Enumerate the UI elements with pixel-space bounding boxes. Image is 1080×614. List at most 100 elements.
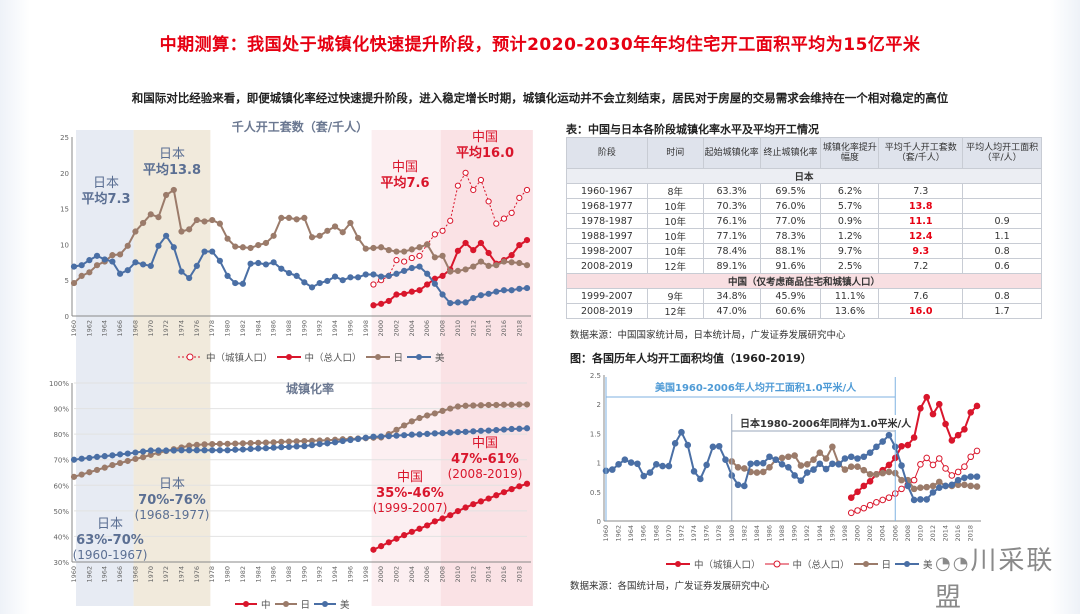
y-tick-label: 25: [60, 134, 69, 142]
data-point-3-1994: [331, 273, 339, 280]
data-point-1-2001: [860, 504, 868, 512]
data-point-3-2002: [393, 270, 400, 277]
data-point-3-1992: [803, 469, 811, 476]
data-point-3-1993: [810, 466, 817, 473]
data-point-3-1997: [835, 461, 842, 468]
data-point-2-1979: [216, 447, 223, 454]
data-point-0-2006: [424, 522, 431, 529]
x-tick-label: 2006: [423, 566, 431, 583]
data-point-2-1988: [285, 214, 293, 222]
data-point-1-2016: [954, 468, 962, 476]
data-point-2-2000: [378, 433, 385, 440]
x-tick-label: 2016: [500, 566, 508, 583]
x-tick-label: 1974: [690, 525, 698, 542]
x-tick-label: 1964: [627, 525, 635, 542]
x-tick-label: 2010: [454, 566, 462, 583]
chart3-source: 数据来源：各国统计局，广发证券发展研究中心: [570, 581, 770, 592]
data-point-2-2004: [879, 469, 886, 477]
data-point-3-1990: [301, 279, 308, 286]
data-point-0-2007: [898, 442, 905, 450]
x-tick-label: 1976: [703, 525, 711, 542]
data-point-3-1996: [347, 274, 354, 281]
table-row: 2008-2019 12年 89.1% 91.6% 2.5% 7.2 0.6: [566, 258, 1042, 274]
data-point-2-2005: [885, 468, 893, 476]
table-cell: 0.8: [962, 243, 1042, 259]
data-point-2-1980: [224, 235, 231, 242]
data-point-2-1996: [829, 443, 836, 451]
data-point-2-2019: [523, 262, 531, 269]
data-point-1-2003: [401, 290, 408, 297]
data-point-1-2013: [935, 455, 943, 462]
data-point-2-2017: [508, 259, 515, 266]
data-point-3-2002: [866, 449, 874, 456]
data-point-0-2018: [516, 194, 523, 201]
data-point-2-2014: [485, 262, 492, 269]
data-point-1-1969: [140, 454, 147, 461]
data-point-0-2008: [439, 515, 446, 522]
table-cell: 1988-1997: [566, 228, 648, 244]
data-point-0-2015: [493, 492, 500, 499]
x-tick-label: 1982: [740, 525, 748, 542]
table-body: 日本 1960-1967 8年 63.3% 69.5% 6.2% 7.3 1968-1977 1…: [566, 168, 1042, 319]
data-point-2-1972: [163, 191, 170, 199]
table-row: 2008-2019 12年 47.0% 60.6% 13.6% 16.0 1.7: [566, 303, 1042, 319]
data-point-2-1976: [193, 447, 200, 454]
data-point-2-2000: [854, 463, 861, 470]
y-tick-label: 20: [60, 170, 69, 178]
x-tick-label: 2004: [879, 525, 887, 542]
x-tick-label: 1990: [300, 320, 308, 337]
x-tick-label: 1994: [816, 525, 824, 542]
x-tick-label: 1960: [70, 566, 78, 583]
data-point-0-2009: [447, 217, 454, 224]
data-point-1-1983: [247, 439, 254, 447]
table-cell: 7.2: [878, 258, 964, 274]
data-point-3-1963: [93, 252, 101, 259]
data-point-2-1974: [178, 447, 185, 454]
table-cell: 8年: [646, 183, 704, 199]
data-point-2-2009: [447, 268, 454, 275]
table-cell: 5.7%: [820, 198, 880, 214]
x-tick-label: 2000: [854, 525, 862, 542]
y-tick-label: 70%: [53, 457, 69, 465]
data-point-3-1985: [262, 261, 270, 268]
x-tick-label: 1964: [101, 320, 109, 337]
table-header-cell: 城镇化率提升幅度: [820, 137, 880, 169]
data-point-2-1985: [262, 239, 270, 247]
chart2-annotation-cn1: 中国 35%-46% (1999-2007): [372, 470, 448, 516]
data-point-1-2018: [516, 242, 523, 249]
data-point-3-1991: [308, 284, 316, 291]
x-tick-label: 2012: [469, 320, 477, 337]
table-cell: 1999-2007: [566, 288, 648, 304]
data-point-2-2013: [477, 258, 485, 265]
data-point-0-2005: [416, 252, 423, 259]
data-point-3-1982: [741, 482, 748, 490]
data-point-1-2013: [477, 239, 485, 247]
x-tick-label: 1992: [803, 525, 811, 542]
data-point-2-1967: [124, 242, 131, 249]
data-point-2-1990: [301, 214, 308, 222]
data-point-2-1989: [785, 453, 792, 461]
data-point-2-1998: [841, 466, 849, 473]
data-point-2-1983: [247, 445, 254, 453]
data-point-2-1994: [331, 223, 339, 230]
x-tick-label: 2018: [967, 525, 975, 542]
data-point-2-1972: [163, 447, 170, 454]
data-point-2-2012: [929, 482, 937, 490]
x-tick-label: 1972: [677, 525, 685, 542]
data-point-3-1979: [722, 456, 729, 463]
table-cell: 91.6%: [759, 258, 822, 274]
data-point-3-2003: [401, 267, 408, 274]
table-cell: 63.3%: [702, 183, 761, 199]
y-tick-label: 0.5: [590, 489, 601, 497]
data-point-2-1969: [140, 448, 147, 455]
data-point-3-2005: [416, 263, 423, 270]
data-point-1-1986: [270, 439, 277, 446]
x-tick-label: 1990: [791, 525, 799, 542]
x-tick-label: 1966: [640, 525, 648, 542]
table-cell: 11.1%: [820, 288, 880, 304]
x-tick-label: 1982: [239, 320, 247, 337]
data-point-2-2006: [424, 241, 431, 248]
data-point-2-1982: [239, 446, 247, 453]
data-point-1-1985: [262, 439, 270, 446]
table-cell: 13.6%: [820, 303, 880, 319]
